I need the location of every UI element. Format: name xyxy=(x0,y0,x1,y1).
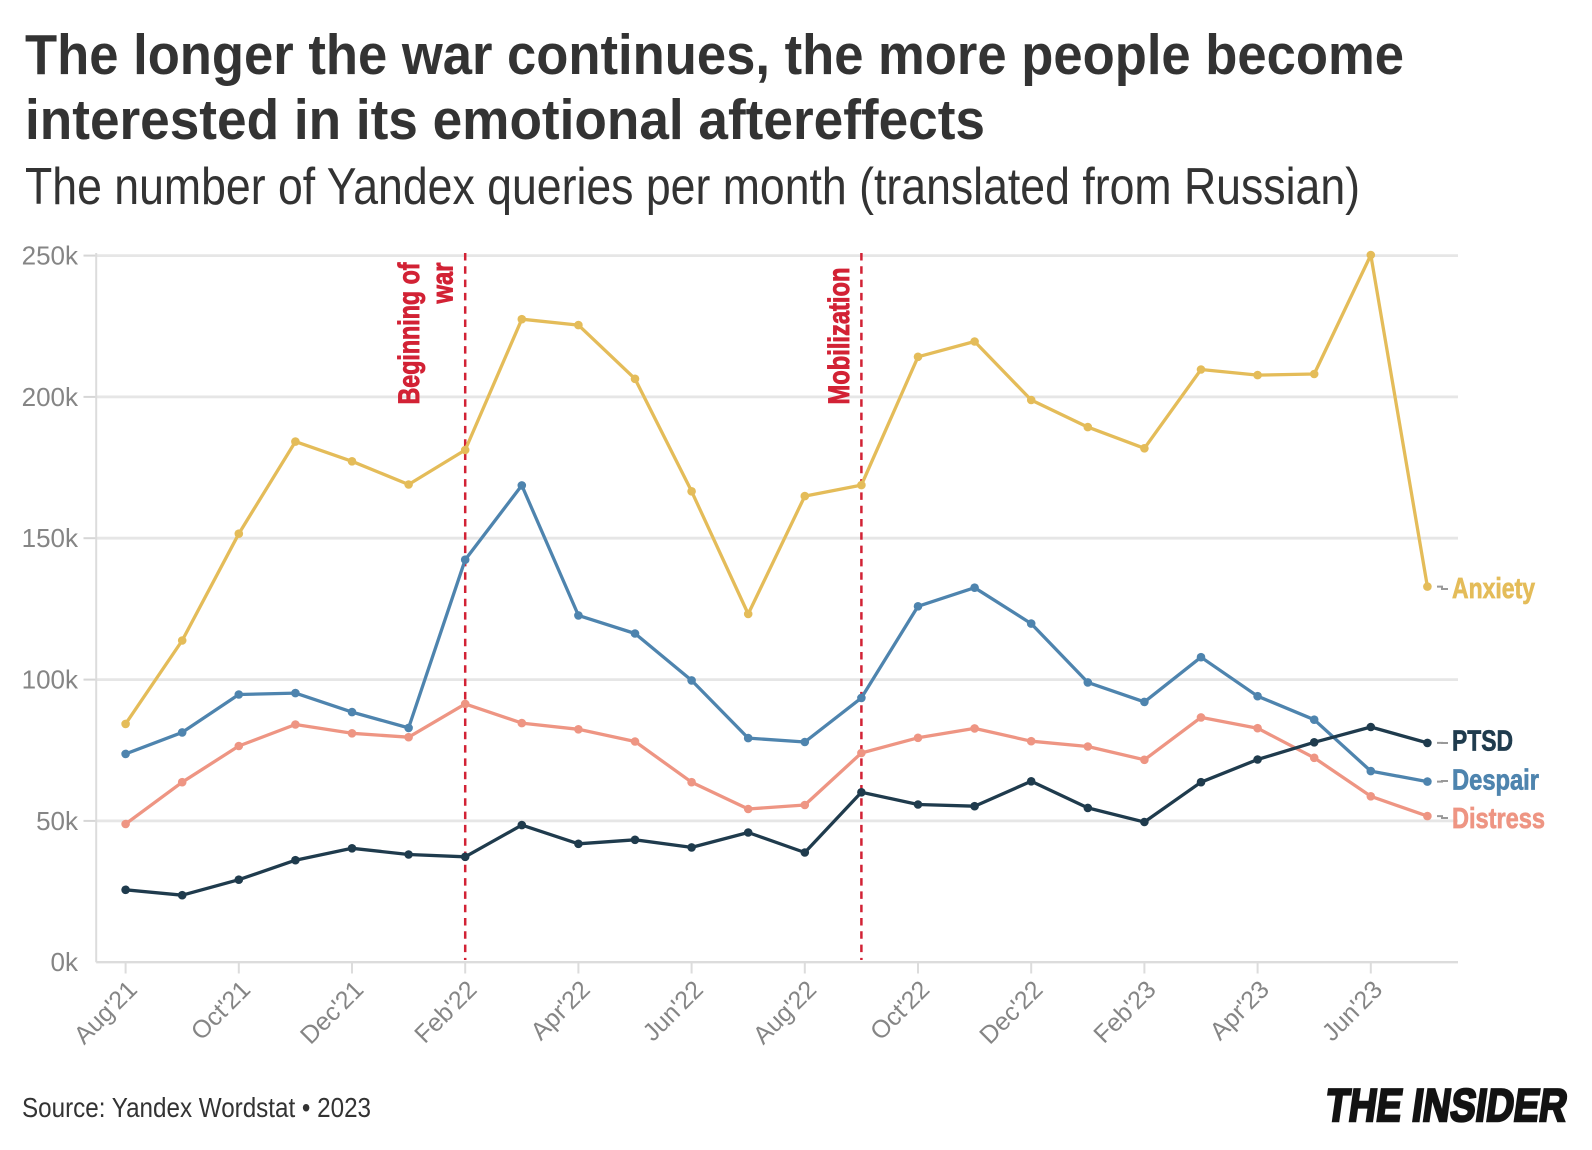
svg-text:0k: 0k xyxy=(51,947,79,977)
svg-text:Distress: Distress xyxy=(1452,803,1545,835)
svg-text:50k: 50k xyxy=(36,806,79,836)
svg-text:Beginning of: Beginning of xyxy=(393,262,426,405)
svg-text:Anxiety: Anxiety xyxy=(1452,573,1535,605)
svg-text:Mobilization: Mobilization xyxy=(823,268,856,405)
svg-text:The number of Yandex queries p: The number of Yandex queries per month (… xyxy=(25,158,1360,216)
svg-text:interested in its emotional af: interested in its emotional aftereffects xyxy=(25,88,985,152)
svg-text:Despair: Despair xyxy=(1452,765,1539,797)
svg-text:100k: 100k xyxy=(22,665,79,695)
svg-text:Source: Yandex Wordstat • 2023: Source: Yandex Wordstat • 2023 xyxy=(22,1092,371,1123)
svg-text:PTSD: PTSD xyxy=(1452,726,1513,758)
svg-text:150k: 150k xyxy=(22,523,79,553)
svg-text:200k: 200k xyxy=(22,382,79,412)
svg-text:war: war xyxy=(427,262,460,304)
svg-text:THE INSIDER: THE INSIDER xyxy=(1323,1079,1571,1131)
svg-text:250k: 250k xyxy=(22,241,79,271)
svg-text:The longer the war continues,: The longer the war continues, the more p… xyxy=(25,23,1404,87)
